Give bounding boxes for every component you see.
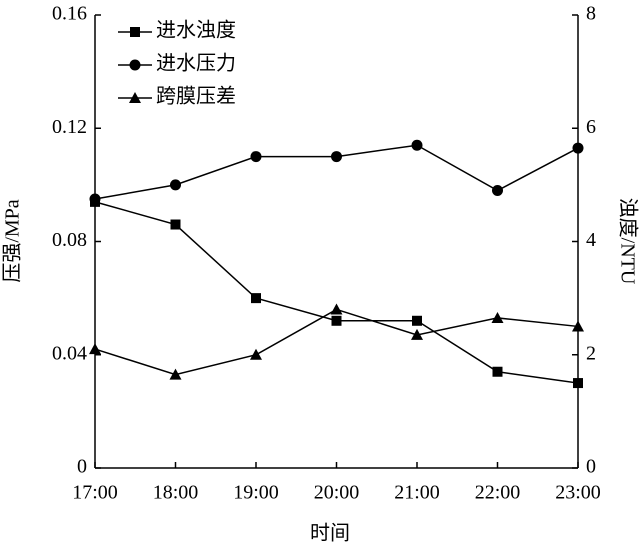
marker: [492, 366, 503, 377]
marker: [330, 303, 343, 315]
series-line: [94, 201, 579, 384]
marker: [170, 219, 181, 230]
y2-tick-label: 6: [586, 116, 596, 138]
marker: [89, 343, 101, 355]
marker: [331, 151, 342, 163]
x-tick-label: 23:00: [555, 482, 601, 504]
y-tick-label: 0.16: [52, 3, 87, 25]
marker: [170, 179, 181, 191]
marker: [491, 311, 504, 323]
legend-label: 进水浊度: [156, 19, 236, 42]
marker: [251, 293, 261, 304]
marker: [250, 151, 262, 163]
marker: [411, 139, 423, 151]
y-axis-label: 压强/MPa: [2, 199, 24, 282]
marker: [411, 328, 423, 340]
marker: [572, 142, 584, 154]
y-tick-label: 0.04: [52, 342, 87, 364]
marker: [169, 368, 182, 380]
y2-tick-label: 0: [586, 456, 596, 478]
x-tick-label: 19:00: [233, 482, 279, 504]
marker: [412, 315, 422, 326]
marker: [492, 185, 503, 197]
legend-marker: [129, 59, 141, 71]
y-tick-label: 0: [77, 456, 87, 478]
y-tick-label: 0.12: [52, 116, 87, 138]
x-tick-label: 17:00: [72, 482, 118, 504]
marker: [89, 193, 101, 205]
y2-tick-label: 8: [586, 3, 596, 25]
x-tick-label: 18:00: [153, 482, 199, 504]
y2-tick-label: 2: [586, 342, 596, 364]
marker: [572, 320, 584, 332]
x-tick-label: 22:00: [475, 482, 521, 504]
legend-marker: [129, 92, 141, 103]
marker: [331, 315, 342, 326]
x-tick-label: 21:00: [394, 482, 440, 504]
marker: [573, 378, 583, 389]
legend-marker: [130, 27, 140, 37]
y2-axis-label: 浊度/NTU: [616, 198, 639, 285]
legend-label: 进水压力: [156, 52, 236, 75]
y2-tick-label: 4: [586, 229, 596, 251]
x-tick-label: 20:00: [314, 482, 360, 504]
x-axis-label: 时间: [310, 522, 350, 545]
marker: [250, 348, 262, 360]
y-tick-label: 0.08: [52, 229, 87, 251]
legend-label: 跨膜压差: [156, 85, 236, 108]
